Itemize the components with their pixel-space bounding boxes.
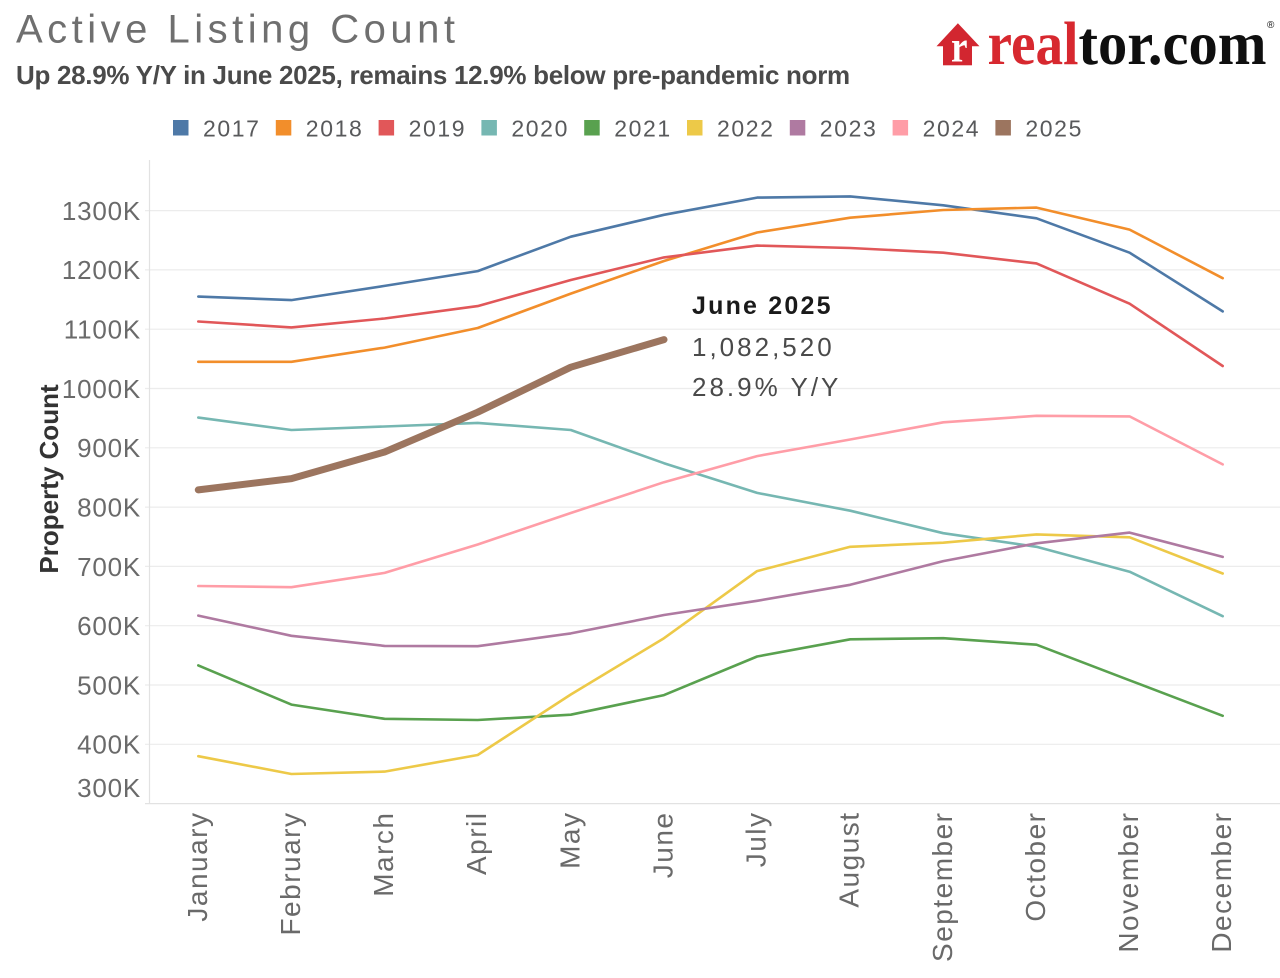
svg-text:1000K: 1000K bbox=[62, 374, 141, 404]
svg-text:28.9% Y/Y: 28.9% Y/Y bbox=[692, 372, 841, 402]
svg-text:May: May bbox=[554, 812, 585, 869]
svg-text:April: April bbox=[461, 812, 492, 876]
svg-text:2019: 2019 bbox=[409, 116, 467, 142]
svg-text:August: August bbox=[834, 812, 865, 908]
svg-text:2022: 2022 bbox=[717, 116, 775, 142]
svg-text:October: October bbox=[1020, 812, 1051, 922]
svg-text:tor.com: tor.com bbox=[1079, 11, 1267, 78]
svg-text:400K: 400K bbox=[77, 730, 141, 760]
svg-text:®: ® bbox=[1267, 20, 1275, 31]
svg-text:1,082,520: 1,082,520 bbox=[692, 332, 835, 362]
svg-text:January: January bbox=[182, 812, 213, 922]
svg-text:900K: 900K bbox=[77, 433, 141, 463]
svg-text:2018: 2018 bbox=[306, 116, 364, 142]
svg-text:Up 28.9% Y/Y in June 2025, rem: Up 28.9% Y/Y in June 2025, remains 12.9%… bbox=[16, 60, 850, 90]
svg-text:2023: 2023 bbox=[820, 116, 878, 142]
svg-text:700K: 700K bbox=[77, 552, 141, 582]
svg-text:800K: 800K bbox=[77, 493, 141, 523]
svg-text:500K: 500K bbox=[77, 671, 141, 701]
svg-text:September: September bbox=[927, 812, 958, 962]
svg-text:July: July bbox=[741, 812, 772, 868]
svg-text:1200K: 1200K bbox=[62, 255, 141, 285]
svg-text:2024: 2024 bbox=[923, 116, 981, 142]
svg-text:2017: 2017 bbox=[203, 116, 261, 142]
svg-text:June: June bbox=[648, 812, 679, 879]
svg-text:1100K: 1100K bbox=[64, 315, 141, 345]
svg-text:real: real bbox=[988, 11, 1079, 78]
svg-text:300K: 300K bbox=[77, 773, 141, 803]
svg-text:December: December bbox=[1206, 812, 1237, 953]
svg-text:February: February bbox=[275, 812, 306, 936]
svg-text:Active Listing Count: Active Listing Count bbox=[16, 8, 460, 52]
svg-text:1300K: 1300K bbox=[62, 196, 141, 226]
svg-text:2025: 2025 bbox=[1025, 116, 1083, 142]
svg-text:600K: 600K bbox=[77, 611, 141, 641]
svg-text:March: March bbox=[368, 812, 399, 897]
svg-text:Property Count: Property Count bbox=[34, 384, 64, 574]
svg-text:June 2025: June 2025 bbox=[692, 292, 833, 320]
svg-text:November: November bbox=[1113, 812, 1144, 953]
svg-text:2020: 2020 bbox=[511, 116, 569, 142]
svg-text:r: r bbox=[951, 23, 968, 72]
svg-text:2021: 2021 bbox=[614, 116, 672, 142]
